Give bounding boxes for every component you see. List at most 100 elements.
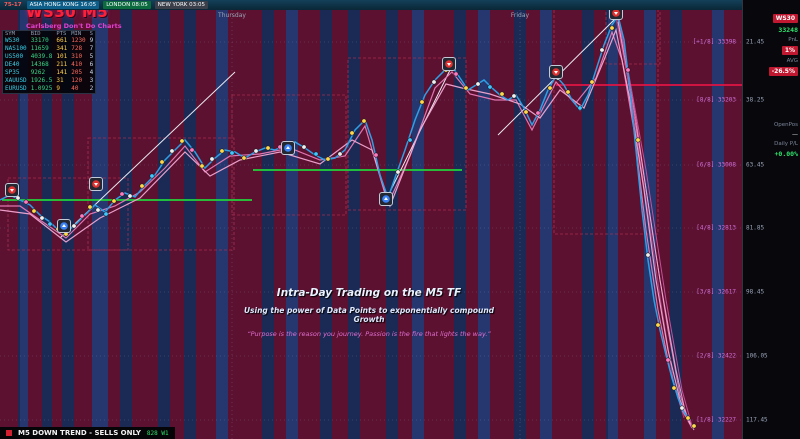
fast-ma-line bbox=[0, 14, 691, 421]
watchlist-panel[interactable]: SYM BID PTS MIN S WS30 33170 661 1230 9 NAS100 1165… bbox=[2, 30, 97, 94]
watchlist-col-header: MIN bbox=[71, 31, 82, 37]
session-stripe bbox=[20, 0, 28, 439]
signal-dot bbox=[589, 79, 595, 85]
watchlist-symbol: US500 bbox=[5, 53, 24, 60]
watchlist-value: 9 bbox=[56, 85, 60, 92]
signal-dot bbox=[625, 67, 631, 73]
watchlist-value: 120 bbox=[71, 77, 83, 84]
watchlist-value: 661 bbox=[56, 37, 68, 44]
day-label: Friday bbox=[510, 12, 530, 19]
watchlist-value: 211 bbox=[56, 61, 68, 68]
price-chart[interactable] bbox=[0, 0, 742, 439]
session-stripe bbox=[332, 0, 348, 439]
signal-dot bbox=[313, 151, 319, 157]
signal-dot bbox=[679, 405, 685, 411]
session-stripe bbox=[526, 0, 540, 439]
annotation-quote: “Purpose is the reason you journey. Pass… bbox=[247, 330, 491, 338]
watchlist-symbol: WS30 bbox=[5, 37, 20, 44]
zone-box[interactable] bbox=[347, 57, 467, 211]
signal-dot bbox=[599, 47, 605, 53]
watchlist-row[interactable]: SP35 9262 141 205 4 bbox=[3, 69, 96, 77]
chart-area[interactable]: WS30 M5 Carlsberg Don't Do Charts SYM BID… bbox=[0, 0, 742, 439]
zone-box[interactable] bbox=[7, 177, 129, 251]
signal-dot bbox=[635, 137, 641, 143]
watchlist-symbol: SP35 bbox=[5, 69, 20, 76]
signal-dot bbox=[691, 423, 697, 429]
day-label: Thursday bbox=[218, 12, 246, 19]
stat-value: Daily P/L bbox=[774, 141, 798, 147]
signal-dot bbox=[373, 152, 379, 158]
sell-arrow-icon bbox=[447, 63, 451, 66]
watchlist-value: 3 bbox=[89, 77, 94, 84]
session-stripe bbox=[724, 0, 742, 439]
crash-fan-line bbox=[619, 25, 693, 427]
watchlist-row[interactable]: EURUSD 1.0925 9 40 2 bbox=[3, 85, 96, 94]
watchlist-value: 14368 bbox=[30, 61, 49, 68]
signal-dot bbox=[103, 211, 109, 217]
signal-dot bbox=[499, 91, 505, 97]
signal-dot bbox=[219, 148, 225, 154]
signal-dot bbox=[119, 191, 125, 197]
signal-dot bbox=[47, 221, 53, 227]
watchlist-value: 341 bbox=[56, 45, 68, 52]
stat-chip: -26.5% bbox=[768, 67, 798, 76]
sell-arrow-icon bbox=[94, 183, 98, 186]
signal-dot bbox=[87, 204, 93, 210]
watchlist-row[interactable]: US500 4039.8 101 310 5 bbox=[3, 53, 96, 61]
watchlist-value: 9 bbox=[89, 37, 94, 44]
session-stripe bbox=[540, 0, 552, 439]
watchlist-symbol: XAUUSD bbox=[5, 77, 27, 84]
stat-value: — bbox=[792, 131, 798, 138]
price-scale-label: 81.85 bbox=[746, 224, 765, 232]
watchlist-value: 205 bbox=[71, 69, 83, 76]
watchlist-value: 728 bbox=[71, 45, 83, 52]
session-stripe bbox=[478, 0, 490, 439]
signal-dot bbox=[71, 223, 77, 229]
watchlist-col-header: BID bbox=[30, 31, 41, 37]
signal-dot bbox=[159, 159, 165, 165]
stat-chip: WS30 bbox=[772, 14, 798, 23]
watchlist-value: 33170 bbox=[30, 37, 49, 44]
watchlist-row[interactable]: DE40 14368 211 410 6 bbox=[3, 61, 96, 69]
signal-dot bbox=[577, 105, 583, 111]
signal-dot bbox=[111, 198, 117, 204]
trend-indicator-icon bbox=[6, 430, 12, 436]
buy-arrow-icon bbox=[286, 146, 290, 149]
right-panel: 21.45 38.25 63.45 81.85 98.45 106.05 117.45 WS… bbox=[742, 0, 800, 439]
stat-value: +0.00% bbox=[774, 150, 798, 158]
zone-box[interactable] bbox=[87, 137, 235, 251]
murrey-level-label: [3/8] 32617 bbox=[696, 288, 736, 296]
signal-dot bbox=[685, 415, 691, 421]
signal-dot bbox=[127, 193, 133, 199]
signal-dot bbox=[349, 130, 355, 136]
annotation-line-2: Using the power of Data Points to expone… bbox=[243, 306, 495, 324]
signal-dot bbox=[253, 148, 259, 154]
session-stripe bbox=[466, 0, 478, 439]
watchlist-value: 141 bbox=[56, 69, 68, 76]
sell-arrow-icon bbox=[10, 189, 14, 192]
annotation-line-1: Intra-Day Trading on the M5 TF bbox=[276, 287, 462, 299]
watchlist-value: 11659 bbox=[30, 45, 49, 52]
session-chip: LONDON 08:05 bbox=[103, 1, 151, 9]
buy-arrow-icon bbox=[62, 224, 66, 227]
session-stripe bbox=[712, 0, 724, 439]
watchlist-value: 31 bbox=[56, 77, 64, 84]
watchlist-value: 7 bbox=[89, 45, 94, 52]
signal-dot bbox=[665, 357, 671, 363]
signal-dot bbox=[265, 145, 271, 151]
signal-dot bbox=[547, 85, 553, 91]
watchlist-row[interactable]: WS30 33170 661 1230 9 bbox=[3, 37, 96, 45]
symbol-stats-widget: WS30 33248 PnL 1% AVG -26.5% bbox=[768, 14, 798, 76]
slow-ma-line bbox=[0, 30, 693, 429]
watchlist-row[interactable]: XAUUSD 1926.5 31 120 3 bbox=[3, 77, 96, 85]
watchlist-symbol: DE40 bbox=[5, 61, 20, 68]
watchlist-value: 1230 bbox=[71, 37, 86, 44]
signal-dot bbox=[169, 148, 175, 154]
session-stripe bbox=[608, 0, 618, 439]
price-scale-label: 38.25 bbox=[746, 96, 765, 104]
signal-dot bbox=[39, 215, 45, 221]
session-stripe bbox=[490, 0, 514, 439]
watchlist-row[interactable]: NAS100 11659 341 728 7 bbox=[3, 45, 96, 53]
signal-dot bbox=[535, 110, 541, 116]
